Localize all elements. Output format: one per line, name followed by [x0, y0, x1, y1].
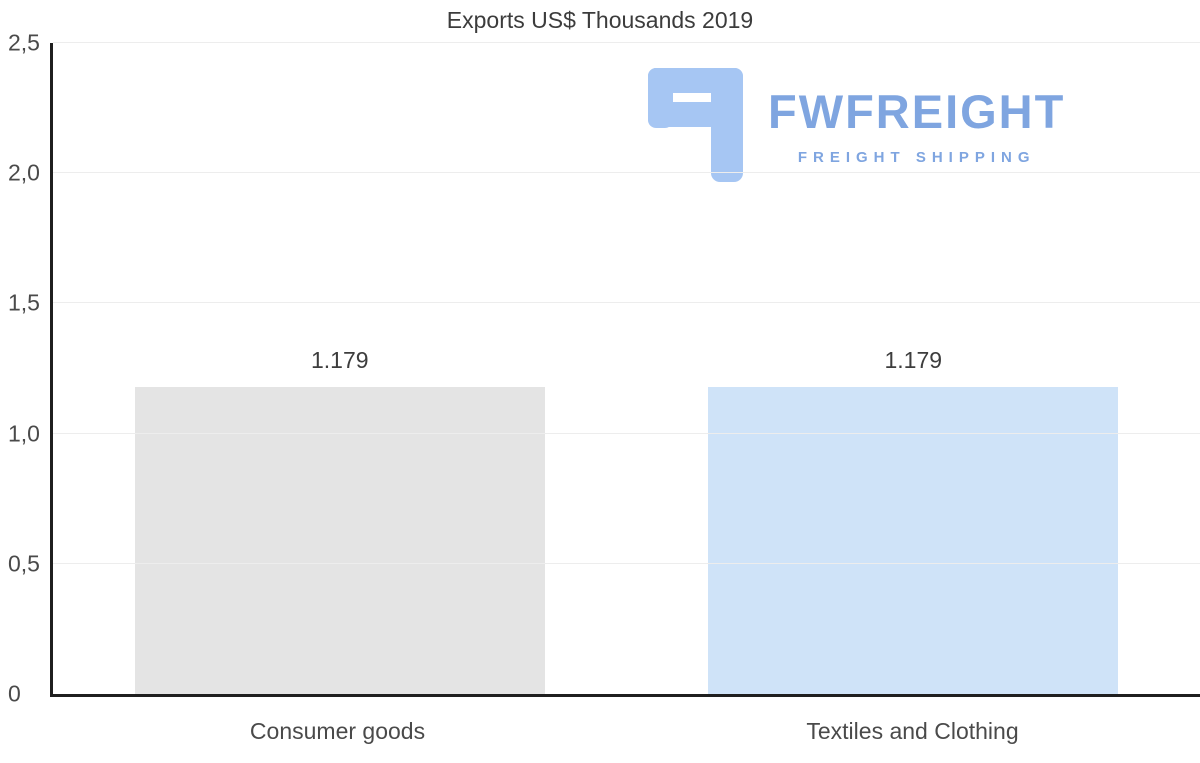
bar-value-label: 1.179 — [310, 347, 369, 373]
plot-area: 1.179 1.179 — [50, 42, 1200, 697]
x-axis-labels: Consumer goods Textiles and Clothing — [50, 718, 1200, 745]
chart-title: Exports US$ Thousands 2019 — [446, 7, 754, 33]
bar-group: 1.179 — [53, 43, 627, 694]
x-axis-category-label: Consumer goods — [249, 718, 426, 744]
brand-tagline: FREIGHT SHIPPING — [797, 149, 1036, 166]
y-axis-tick-label: 0 — [8, 680, 21, 707]
fwfreight-f-icon — [648, 68, 743, 182]
y-axis-tick-label: 2,5 — [8, 29, 40, 56]
gridline — [53, 302, 1200, 304]
bars-container: 1.179 1.179 — [53, 43, 1200, 694]
y-axis-tick-label: 0,5 — [8, 550, 40, 577]
brand-name: FWFREIGHT — [768, 85, 1066, 138]
x-axis-category-label: Textiles and Clothing — [806, 718, 1019, 744]
gridline — [53, 172, 1200, 174]
y-axis-tick-label: 2,0 — [8, 159, 40, 186]
gridline — [53, 42, 1200, 43]
brand-text-block: FWFREIGHT FREIGHT SHIPPING — [768, 68, 1065, 166]
gridline — [53, 432, 1200, 434]
y-axis-tick-label: 1,0 — [8, 420, 40, 447]
bar-value-label: 1.179 — [884, 347, 943, 373]
bar — [708, 387, 1119, 694]
brand-watermark: FWFREIGHT FREIGHT SHIPPING — [648, 68, 1065, 182]
bar-group: 1.179 — [627, 43, 1200, 694]
gridline — [53, 562, 1200, 564]
bar — [134, 387, 545, 694]
f-glyph — [648, 68, 743, 182]
y-axis-tick-label: 1,5 — [8, 289, 40, 316]
